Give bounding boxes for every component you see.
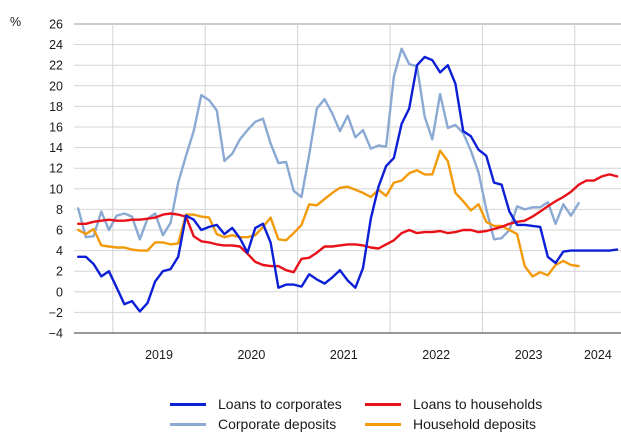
y-tick-label: 4	[56, 244, 63, 258]
y-tick-label: 12	[49, 162, 63, 176]
y-unit-label: %	[10, 15, 21, 29]
x-tick-label: 2020	[237, 348, 265, 362]
x-tick-label: 2021	[330, 348, 358, 362]
legend-label: Corporate deposits	[218, 416, 337, 432]
x-tick-label: 2024	[584, 348, 612, 362]
series-line-loans-to-households	[76, 173, 619, 274]
legend-label: Household deposits	[413, 416, 536, 432]
series-line-corporate-deposits	[76, 47, 580, 241]
legend-label: Loans to households	[413, 396, 543, 412]
series-lines	[76, 47, 619, 313]
y-tick-label: 22	[49, 59, 63, 73]
y-tick-label: 20	[49, 79, 63, 93]
grid-lines	[74, 23, 621, 334]
y-tick-label: 6	[56, 224, 63, 238]
legend-item: Loans to corporates	[170, 396, 342, 412]
legend-item: Loans to households	[365, 396, 542, 412]
legend-label: Loans to corporates	[218, 396, 342, 412]
x-tick-label: 2023	[515, 348, 543, 362]
series-line-loans-to-corporates	[76, 55, 619, 313]
legend-swatch	[365, 402, 401, 406]
x-tick-label: 2019	[145, 348, 173, 362]
legend-swatch	[170, 402, 206, 406]
y-tick-label: 0	[56, 285, 63, 299]
legend-swatch	[365, 422, 401, 426]
y-tick-label: 24	[49, 38, 63, 52]
y-tick-label: −4	[49, 327, 63, 341]
y-tick-label: 26	[49, 18, 63, 32]
y-tick-label: 2	[56, 265, 63, 279]
y-tick-label: 18	[49, 100, 63, 114]
y-tick-label: 16	[49, 121, 63, 135]
y-tick-label: 8	[56, 203, 63, 217]
legend-swatch	[170, 422, 206, 426]
series-line-household-deposits	[76, 149, 580, 278]
legend-item: Household deposits	[365, 416, 536, 432]
y-tick-label: 14	[49, 141, 63, 155]
legend-item: Corporate deposits	[170, 416, 336, 432]
y-tick-label: −2	[49, 306, 63, 320]
y-tick-label: 10	[49, 182, 63, 196]
x-tick-label: 2022	[422, 348, 450, 362]
